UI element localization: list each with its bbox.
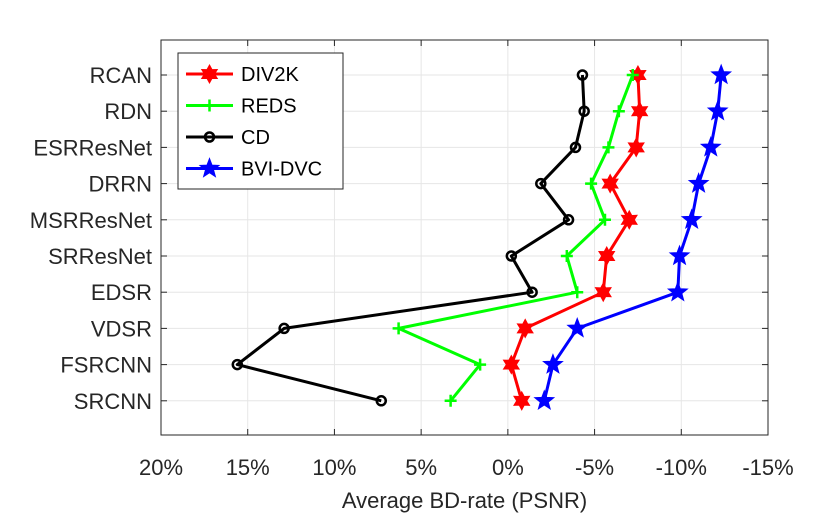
data-point: [594, 282, 612, 303]
series-line: [397, 74, 635, 402]
x-tick-label: 15%: [226, 455, 270, 480]
y-tick-label: SRCNN: [74, 389, 152, 414]
legend-label: BVI-DVC: [241, 159, 322, 181]
y-tick-label: EDSR: [91, 280, 152, 305]
x-tick-label: -15%: [742, 455, 793, 480]
data-point: [198, 157, 221, 178]
data-point: [687, 172, 710, 193]
data-point: [526, 286, 538, 298]
data-point: [666, 280, 689, 302]
data-point: [601, 173, 619, 194]
data-point: [474, 358, 487, 371]
x-tick-label: 10%: [312, 455, 356, 480]
data-point: [630, 101, 649, 122]
data-point: [706, 99, 729, 121]
data-point: [699, 135, 722, 157]
data-point: [505, 250, 518, 262]
data-point: [231, 358, 244, 371]
legend: DIV2K REDS CD BVI-DVC: [177, 52, 344, 190]
y-tick-label: RCAN: [90, 63, 152, 88]
data-point: [576, 69, 589, 81]
y-tick-label: FSRCNN: [60, 353, 152, 378]
x-tick-label: 20%: [139, 455, 183, 480]
data-point: [542, 353, 564, 374]
series-line: [542, 74, 723, 402]
y-tick-label: VDSR: [91, 316, 152, 341]
series-div2k: [502, 64, 649, 411]
data-point: [612, 105, 625, 118]
data-point: [502, 354, 521, 375]
x-axis-label: Average BD-rate (PSNR): [342, 488, 587, 513]
series-cd: [231, 69, 590, 407]
data-point: [203, 131, 216, 143]
data-point: [516, 318, 534, 339]
data-point: [566, 316, 589, 338]
legend-item-bvi-dvc: BVI-DVC: [186, 157, 322, 181]
data-point: [513, 390, 531, 411]
data-point: [620, 209, 638, 230]
legend-item-cd: CD: [186, 127, 270, 149]
legend-label: CD: [241, 127, 270, 149]
data-point: [710, 63, 733, 85]
y-axis: RCAN RDN ESRResNet DRRN MSRResNet SRResNet EDS…: [30, 63, 768, 414]
data-point: [578, 105, 590, 117]
data-point: [562, 214, 575, 226]
legend-item-reds: REDS: [186, 96, 297, 118]
x-tick-label: -5%: [575, 455, 614, 480]
data-point: [585, 177, 598, 190]
series-reds: [392, 69, 639, 407]
data-point: [680, 208, 703, 230]
data-point: [571, 286, 584, 299]
data-point: [626, 69, 639, 81]
data-point: [392, 322, 405, 335]
data-point: [444, 394, 457, 407]
data-point: [560, 250, 573, 262]
legend-label: REDS: [241, 96, 297, 118]
x-tick-label: -10%: [656, 455, 707, 480]
x-axis: 20% 15% 10% 5% 0% -5% -10% -15%: [139, 40, 794, 480]
data-point: [668, 244, 691, 266]
data-point: [203, 99, 216, 112]
legend-item-div2k: DIV2K: [186, 63, 299, 86]
data-point: [375, 395, 388, 407]
y-tick-label: SRResNet: [48, 244, 152, 269]
data-point: [627, 137, 645, 158]
data-point: [598, 245, 616, 267]
data-point: [569, 141, 582, 154]
x-tick-label: 0%: [492, 455, 524, 480]
data-point: [533, 389, 556, 411]
data-point: [278, 322, 290, 335]
y-tick-label: DRRN: [88, 172, 152, 197]
series-line: [235, 74, 586, 403]
axes-box: [160, 39, 769, 436]
data-point: [598, 213, 611, 226]
series-bvi-dvc: [533, 63, 733, 411]
y-tick-label: ESRResNet: [33, 135, 152, 160]
legend-label: DIV2K: [241, 64, 299, 86]
series-line: [509, 74, 642, 402]
data-point: [602, 141, 615, 154]
series-layer: [231, 63, 733, 411]
x-tick-label: 5%: [405, 455, 437, 480]
y-tick-label: MSRResNet: [30, 208, 152, 233]
data-point: [535, 177, 547, 190]
data-point: [200, 63, 219, 85]
y-tick-label: RDN: [104, 99, 152, 124]
